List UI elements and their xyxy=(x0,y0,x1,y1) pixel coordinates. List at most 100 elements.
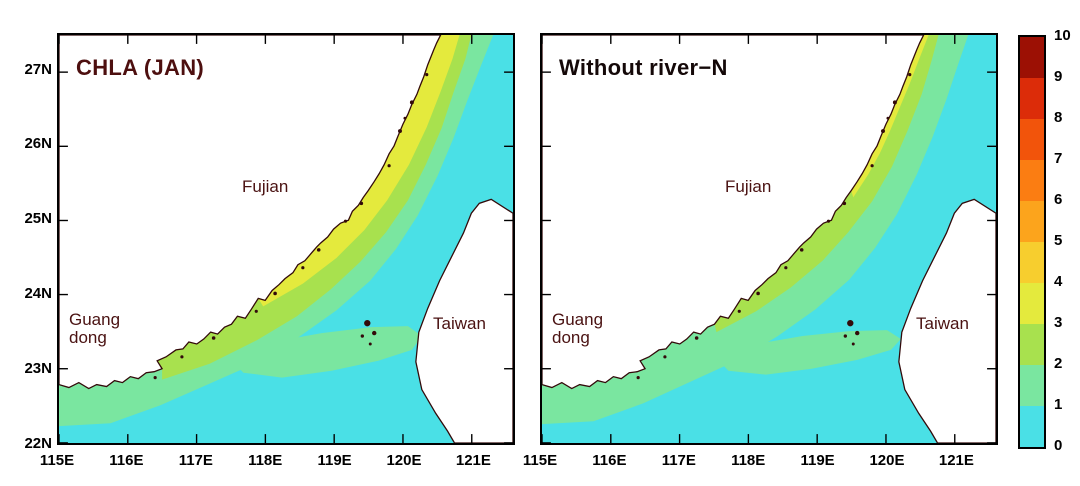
lon-tick-label: 115E xyxy=(522,452,558,469)
colorbar-tick-label: 9 xyxy=(1054,68,1063,85)
map-canvas-left xyxy=(59,35,513,443)
map-panel-right: Without river−N Fujian Guang dong Taiwan xyxy=(540,33,998,445)
islet xyxy=(784,266,788,270)
lon-tick-label: 121E xyxy=(938,452,974,469)
lon-tick-label: 118E xyxy=(731,452,766,469)
colorbar-segment xyxy=(1020,242,1044,283)
islet xyxy=(799,248,804,252)
islet xyxy=(273,291,277,296)
islet xyxy=(398,129,402,134)
lon-tick-label: 121E xyxy=(455,452,491,469)
lat-tick-label: 25N xyxy=(24,210,52,228)
islet xyxy=(403,116,407,120)
colorbar-tick-label: 4 xyxy=(1054,273,1063,290)
colorbar-segment xyxy=(1020,365,1044,406)
label-guang-line2: dong xyxy=(69,328,107,347)
islet xyxy=(368,342,372,346)
islet xyxy=(847,320,854,327)
colorbar-segment xyxy=(1020,201,1044,242)
colorbar-tick-label: 6 xyxy=(1054,191,1063,208)
chla-mid-strait-patch xyxy=(225,326,422,378)
colorbar-tick-label: 1 xyxy=(1054,396,1063,413)
colorbar-tick-label: 10 xyxy=(1054,27,1071,44)
islet xyxy=(663,355,667,359)
colorbar-segment xyxy=(1020,283,1044,324)
islet xyxy=(842,201,847,206)
islet xyxy=(694,336,699,340)
islet xyxy=(737,309,741,313)
islet xyxy=(870,164,874,168)
colorbar-tick-label: 0 xyxy=(1054,437,1063,454)
colorbar-segment xyxy=(1020,78,1044,119)
islet xyxy=(364,320,371,327)
colorbar-tick-label: 5 xyxy=(1054,232,1063,249)
islet xyxy=(180,355,184,359)
chla-band-3 xyxy=(258,35,460,307)
colorbar xyxy=(1018,35,1046,449)
taiwan-island xyxy=(898,198,996,443)
lon-tick-label: 119E xyxy=(317,452,352,469)
label-taiwan: Taiwan xyxy=(916,314,969,333)
islet xyxy=(881,129,885,134)
islet xyxy=(359,201,364,206)
islet xyxy=(892,100,897,105)
colorbar-segment xyxy=(1020,324,1044,365)
lon-tick-label: 116E xyxy=(109,452,144,469)
chla-mid-strait-patch xyxy=(712,330,901,375)
colorbar-segment xyxy=(1020,160,1044,201)
lat-tick-label: 22N xyxy=(24,435,52,452)
lon-tick-label: 117E xyxy=(178,452,213,469)
panel-title-left: CHLA (JAN) xyxy=(76,55,205,80)
colorbar-tick-label: 3 xyxy=(1054,314,1063,331)
islet xyxy=(360,334,365,338)
lon-tick-label: 119E xyxy=(800,452,835,469)
label-fujian: Fujian xyxy=(242,177,289,196)
label-guangdong: Guang dong xyxy=(69,311,120,347)
colorbar-tick-label: 8 xyxy=(1054,109,1063,126)
lat-tick-label: 23N xyxy=(24,360,52,378)
label-guang-line1: Guang xyxy=(69,310,121,329)
islet xyxy=(153,376,157,380)
lon-tick-label: 115E xyxy=(39,452,75,469)
colorbar-segment xyxy=(1020,37,1044,78)
colorbar-tick-label: 2 xyxy=(1054,355,1063,372)
label-fujian: Fujian xyxy=(725,177,772,196)
colorbar-segment xyxy=(1020,406,1044,447)
islet xyxy=(756,291,760,296)
label-guangdong: Guang dong xyxy=(552,311,603,347)
islet xyxy=(425,73,429,77)
islet xyxy=(409,100,414,105)
islet xyxy=(636,376,640,380)
panel-title-right: Without river−N xyxy=(559,55,728,80)
taiwan-island xyxy=(415,198,513,443)
lon-tick-label: 117E xyxy=(661,452,696,469)
islet xyxy=(886,116,890,120)
lat-tick-label: 27N xyxy=(24,60,52,78)
islet xyxy=(301,266,305,270)
islet xyxy=(254,309,258,313)
islet xyxy=(855,330,860,336)
label-guang-line1: Guang xyxy=(552,310,604,329)
islet xyxy=(843,334,848,338)
label-taiwan: Taiwan xyxy=(433,314,486,333)
islet xyxy=(826,219,831,223)
lon-tick-label: 118E xyxy=(248,452,283,469)
lon-tick-label: 116E xyxy=(592,452,627,469)
islet xyxy=(387,164,391,168)
map-canvas-right xyxy=(542,35,996,443)
colorbar-segment xyxy=(1020,119,1044,160)
islet xyxy=(316,248,321,252)
lat-tick-label: 26N xyxy=(24,135,52,153)
lat-tick-label: 24N xyxy=(24,285,52,303)
islet xyxy=(851,342,855,346)
map-panel-left: CHLA (JAN) Fujian Guang dong Taiwan xyxy=(57,33,515,445)
islet xyxy=(372,330,377,336)
lon-tick-label: 120E xyxy=(386,452,422,469)
label-guang-line2: dong xyxy=(552,328,590,347)
islet xyxy=(343,219,348,223)
islet xyxy=(211,336,216,340)
islet xyxy=(908,73,912,77)
lon-tick-label: 120E xyxy=(869,452,905,469)
colorbar-tick-label: 7 xyxy=(1054,150,1063,167)
